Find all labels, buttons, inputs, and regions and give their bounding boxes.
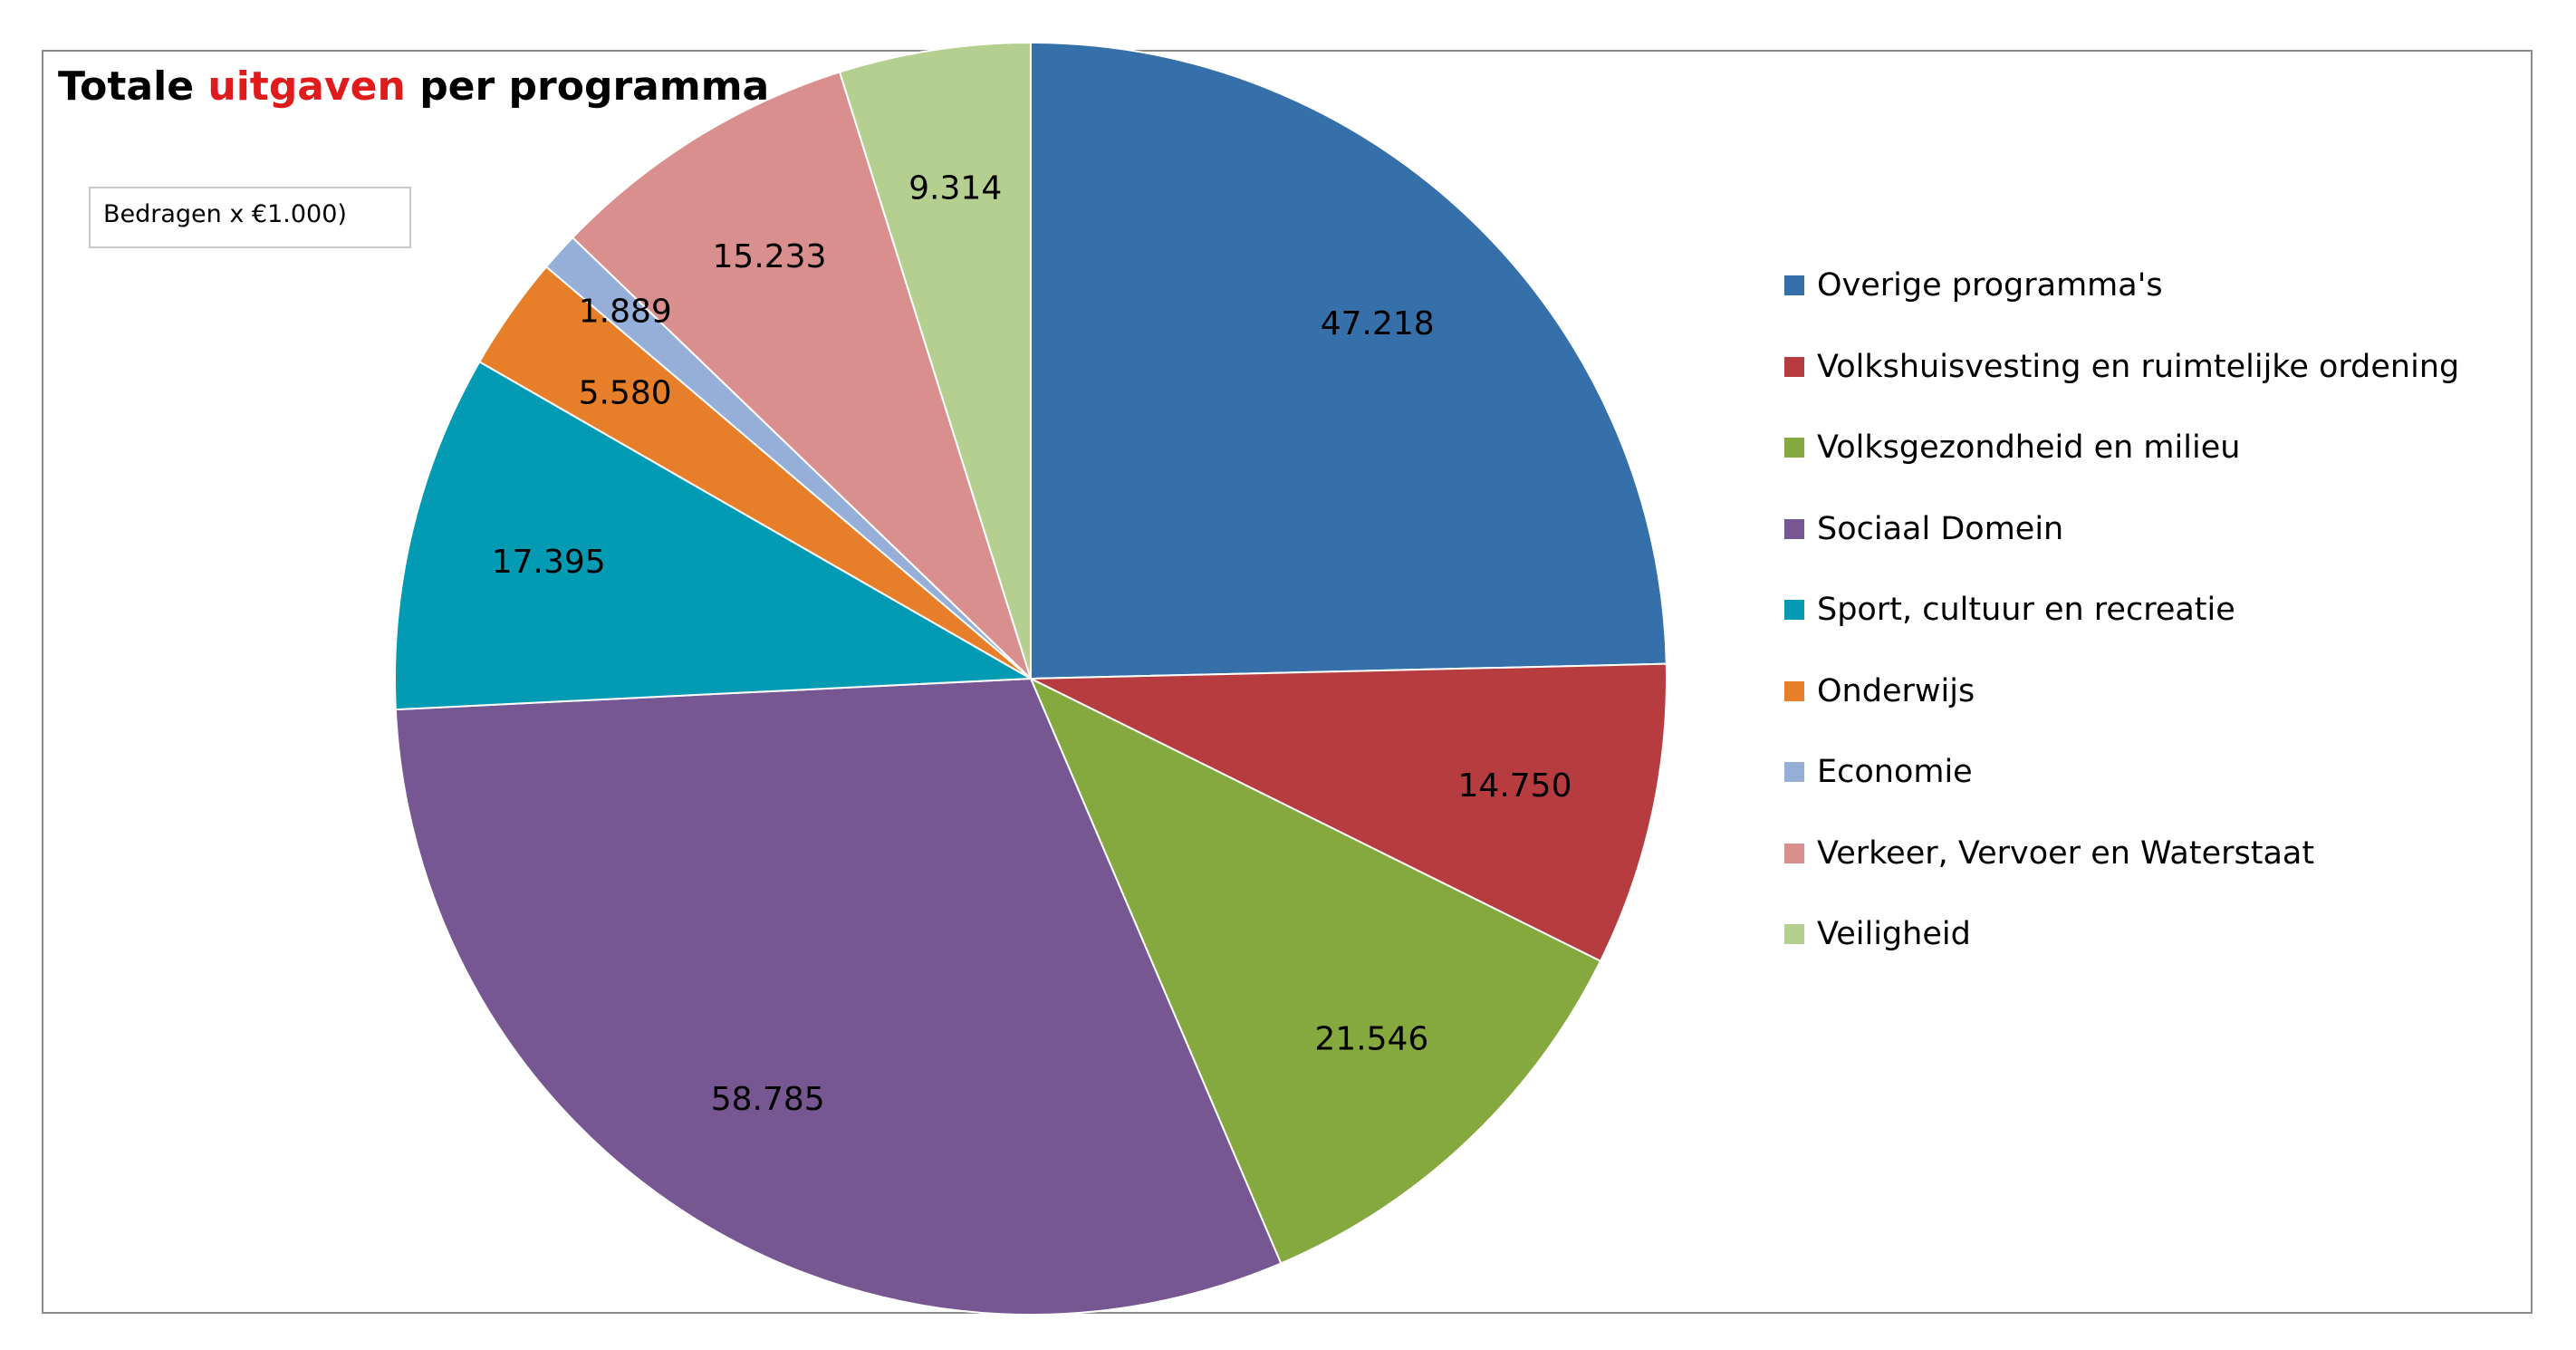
legend-item-2: Volkshuisvesting en ruimtelijke ordening (1784, 346, 2459, 428)
legend-label: Veiligheid (1817, 916, 1971, 952)
legend-item-9: Veiligheid (1784, 913, 2459, 995)
legend-swatch (1784, 600, 1804, 620)
slice-data-label-4: 58.785 (711, 1081, 825, 1118)
pie-slice-4 (394, 677, 1283, 1316)
legend-swatch (1784, 924, 1804, 944)
pie-slice-5 (394, 360, 1034, 711)
slice-data-label-2: 14.750 (1458, 767, 1572, 805)
legend-swatch (1784, 275, 1804, 295)
pie-slice-8 (571, 71, 1032, 680)
legend-label: Sport, cultuur en recreatie (1817, 592, 2235, 628)
legend-label: Sociaal Domein (1817, 510, 2064, 547)
slice-data-label-1: 47.218 (1321, 305, 1435, 342)
chart-title-accent: uitgaven (207, 63, 406, 110)
legend-item-1: Overige programma's (1784, 265, 2459, 346)
legend-swatch (1784, 843, 1804, 863)
chart-title: Totale uitgaven per programma (58, 63, 770, 110)
slice-data-label-5: 17.395 (492, 544, 606, 581)
slice-data-label-6: 5.580 (579, 375, 672, 412)
legend-label: Volksgezondheid en milieu (1817, 429, 2241, 466)
legend-label: Onderwijs (1817, 672, 1975, 709)
legend-item-5: Sport, cultuur en recreatie (1784, 589, 2459, 670)
pie-slice-2 (1030, 662, 1668, 963)
slice-data-label-7: 1.889 (579, 294, 672, 331)
legend-swatch (1784, 356, 1804, 377)
pie-slices (394, 41, 1668, 1316)
legend: Overige programma's Volkshuisvesting en r… (1784, 265, 2459, 995)
legend-label: Volkshuisvesting en ruimtelijke ordening (1817, 348, 2460, 385)
legend-label: Verkeer, Vervoer en Waterstaat (1817, 834, 2315, 872)
legend-swatch (1784, 762, 1804, 782)
legend-label: Overige programma's (1817, 267, 2163, 304)
slice-data-label-3: 21.546 (1314, 1020, 1428, 1057)
slice-data-label-8: 15.233 (713, 238, 827, 275)
legend-item-3: Volksgezondheid en milieu (1784, 427, 2459, 508)
pie-slice-9 (838, 41, 1032, 680)
legend-item-6: Onderwijs (1784, 670, 2459, 752)
slice-data-label-9: 9.314 (908, 169, 1002, 207)
legend-label: Economie (1817, 754, 1973, 790)
legend-item-8: Verkeer, Vervoer en Waterstaat (1784, 833, 2459, 914)
legend-item-4: Sociaal Domein (1784, 508, 2459, 590)
pie-labels: 47.218 14.750 21.546 58.785 17.395 5.580 1.889… (492, 169, 1572, 1118)
legend-item-7: Economie (1784, 751, 2459, 833)
legend-swatch (1784, 518, 1804, 539)
pie-slice-1 (1030, 41, 1668, 680)
legend-swatch (1784, 438, 1804, 458)
legend-swatch (1784, 680, 1804, 701)
units-note: Bedragen x €1.000) (89, 187, 411, 248)
pie-slice-3 (1029, 676, 1602, 1265)
